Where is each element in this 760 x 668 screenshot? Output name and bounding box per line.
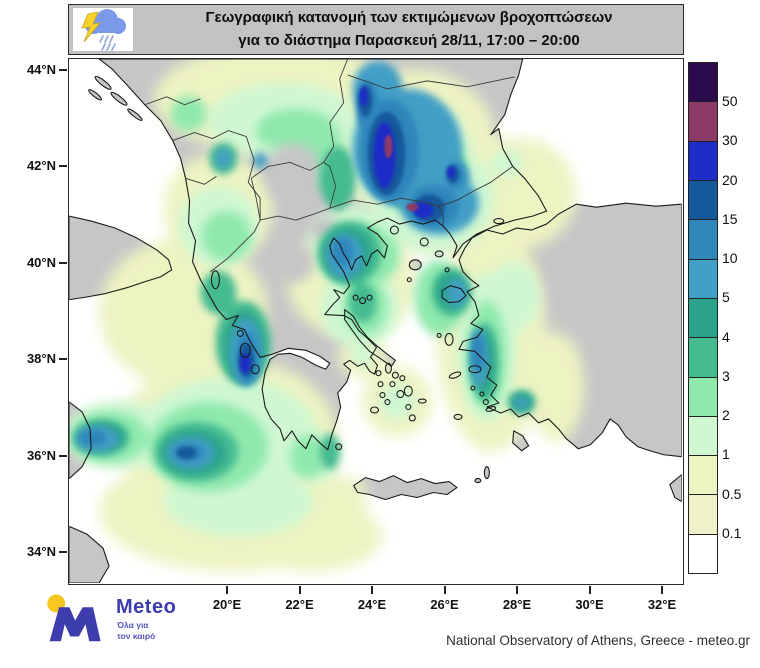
lon-label: 32°E	[647, 597, 677, 612]
map-frame	[68, 58, 684, 585]
title-bar: Γεωγραφική κατανομή των εκτιμώμενων βροχ…	[68, 4, 684, 55]
colorbar-tick-label: 1	[722, 446, 730, 463]
lat-tick	[59, 69, 67, 71]
lon-tick	[298, 586, 301, 594]
lon-tick	[371, 586, 373, 594]
storm-cloud-icon	[73, 8, 133, 51]
lat-label: 40°N	[26, 254, 56, 270]
map-title-line1: Γεωγραφική κατανομή των εκτιμώμενων βροχ…	[205, 9, 613, 26]
colorbar-tick-label: 3	[722, 367, 730, 384]
colorbar-segment	[689, 298, 717, 339]
lon-tick	[226, 586, 228, 594]
precipitation-map	[69, 59, 682, 583]
colorbar-segment	[689, 63, 717, 103]
colorbar-segment	[689, 141, 717, 181]
storm-cloud-rain-lightning-icon	[81, 9, 126, 51]
meteo-logo: Meteo Όλα για τον καιρό	[44, 592, 244, 648]
logo-tagline: Όλα για τον καιρό	[117, 620, 155, 641]
colorbar-tick-label: 50	[722, 93, 738, 110]
colorbar-segment	[689, 102, 717, 142]
lon-tick	[516, 586, 518, 594]
colorbar-segment	[689, 456, 717, 496]
lon-label: 28°E	[502, 597, 532, 612]
lat-label: 36°N	[26, 447, 56, 463]
colorbar-tick-label: 5	[722, 289, 730, 306]
colorbar-segment	[689, 534, 717, 574]
colorbar-labels: 50 30 20 15 10 5 4 3 2 1 0.5 0.1	[722, 62, 758, 572]
logo-tagline-line1: Όλα για	[117, 620, 149, 630]
logo-brand-text: Meteo	[116, 596, 177, 618]
colorbar-tick-label: 0.1	[722, 524, 742, 541]
colorbar-segment	[689, 377, 717, 417]
colorbar-tick-label: 20	[722, 171, 738, 188]
country-borders-layer	[144, 59, 515, 273]
map-title-line2: για το διάστημα Παρασκευή 28/11, 17:00 –…	[238, 31, 580, 49]
colorbar-segment	[689, 495, 717, 535]
colorbar-tick-label: 0.5	[722, 485, 742, 502]
lon-label: 20°E	[212, 597, 242, 612]
lat-tick	[59, 358, 67, 361]
lon-tick	[588, 586, 591, 594]
colorbar-tick-label: 15	[722, 210, 738, 227]
lat-label: 42°N	[26, 158, 56, 174]
precipitation-colorbar	[688, 62, 718, 574]
colorbar-segment	[689, 338, 717, 378]
colorbar-tick-label: 30	[722, 132, 738, 149]
logo-tagline-line2: τον καιρό	[117, 630, 156, 641]
colorbar-segment	[689, 259, 717, 299]
precipitation-layer	[69, 59, 585, 572]
lon-label: 26°E	[430, 597, 459, 612]
map-title: Γεωγραφική κατανομή των εκτιμώμενων βροχ…	[139, 5, 679, 54]
lat-label: 34°N	[26, 544, 56, 559]
lat-tick	[59, 165, 67, 168]
colorbar-tick-label: 2	[722, 407, 730, 424]
colorbar-segment	[689, 416, 717, 457]
lat-tick	[59, 551, 67, 553]
meteo-logo-icon	[47, 594, 101, 642]
lon-tick	[661, 586, 663, 594]
colorbar-segment	[689, 220, 717, 260]
lat-tick	[59, 261, 67, 264]
lon-label: 22°E	[285, 597, 314, 612]
lat-label: 44°N	[26, 62, 56, 77]
colorbar-tick-label: 4	[722, 328, 730, 345]
attribution-text: National Observatory of Athens, Greece -…	[446, 633, 750, 648]
lat-tick	[59, 454, 67, 457]
lon-label: 24°E	[357, 597, 387, 612]
lon-tick	[443, 586, 446, 594]
lon-label: 30°E	[575, 597, 604, 612]
colorbar-tick-label: 10	[722, 250, 738, 267]
lat-label: 38°N	[26, 351, 56, 367]
colorbar-segment	[689, 180, 717, 221]
